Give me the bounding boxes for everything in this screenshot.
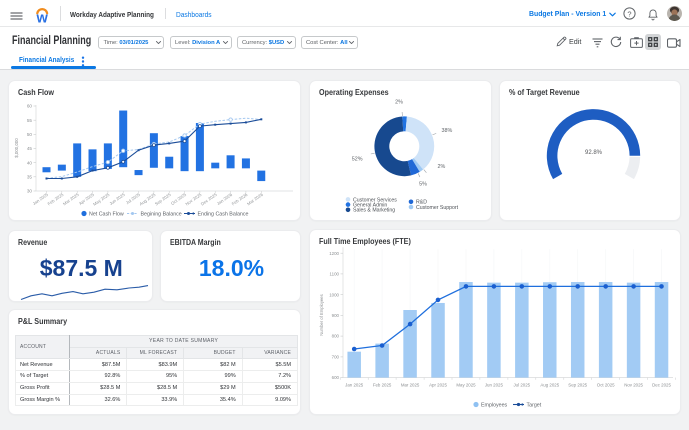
svg-text:Sep 2025: Sep 2025 (154, 192, 172, 207)
svg-text:Dec 2025: Dec 2025 (652, 383, 671, 388)
svg-text:Ending Cash Balance: Ending Cash Balance (198, 211, 249, 217)
svg-text:38%: 38% (442, 128, 453, 134)
svg-text:Feb 2025: Feb 2025 (373, 383, 392, 388)
svg-text:Jun 2025: Jun 2025 (485, 383, 504, 388)
svg-text:5%: 5% (419, 182, 427, 188)
svg-text:May 2025: May 2025 (456, 383, 476, 388)
svg-text:Customer Services: Customer Services (353, 197, 397, 203)
svg-text:?: ? (627, 9, 631, 18)
svg-text:Net Cash Flow: Net Cash Flow (89, 211, 124, 217)
svg-text:2%: 2% (395, 100, 403, 106)
svg-text:Mar 2026: Mar 2026 (246, 192, 264, 207)
svg-text:May 2025: May 2025 (92, 192, 111, 207)
svg-text:2%: 2% (438, 164, 446, 170)
svg-text:Mar 2025: Mar 2025 (401, 383, 420, 388)
svg-text:Feb 2025: Feb 2025 (47, 192, 65, 207)
svg-text:w: w (36, 11, 49, 25)
svg-text:Aug 2025: Aug 2025 (540, 383, 559, 388)
svg-text:1000: 1000 (329, 292, 339, 297)
svg-text:Target: Target (527, 403, 542, 409)
svg-text:General Admin: General Admin (353, 203, 387, 209)
svg-text:R&D: R&D (416, 200, 427, 206)
svg-text:Mar 2025: Mar 2025 (62, 192, 80, 207)
svg-text:600: 600 (332, 375, 340, 380)
svg-text:Sales & Marketing: Sales & Marketing (353, 208, 395, 214)
svg-text:Employees: Employees (481, 403, 508, 409)
svg-text:Oct 2025: Oct 2025 (597, 383, 615, 388)
svg-text:Jun 2025: Jun 2025 (108, 192, 126, 207)
svg-text:Jan 2025: Jan 2025 (345, 383, 364, 388)
svg-text:$,000,000: $,000,000 (14, 138, 19, 158)
svg-text:52%: 52% (352, 157, 363, 163)
svg-text:Customer Support: Customer Support (416, 205, 459, 211)
svg-text:35: 35 (27, 174, 33, 179)
svg-text:800: 800 (332, 334, 340, 339)
svg-text:Sep 2025: Sep 2025 (568, 383, 587, 388)
svg-text:Dec 2025: Dec 2025 (200, 192, 218, 207)
svg-text:Feb 2026: Feb 2026 (231, 192, 249, 207)
svg-text:1200: 1200 (329, 251, 339, 256)
svg-text:60: 60 (27, 104, 33, 109)
svg-text:55: 55 (27, 118, 33, 123)
svg-text:Apr 2025: Apr 2025 (429, 383, 447, 388)
svg-text:50: 50 (27, 132, 33, 137)
svg-text:Nov 2025: Nov 2025 (624, 383, 643, 388)
svg-text:700: 700 (332, 355, 340, 360)
svg-text:40: 40 (27, 160, 33, 165)
svg-text:Begining Balance: Begining Balance (141, 211, 182, 217)
svg-text:30: 30 (27, 189, 33, 194)
svg-text:45: 45 (27, 146, 33, 151)
svg-text:1100: 1100 (330, 272, 340, 277)
svg-text:Jul 2025: Jul 2025 (513, 383, 530, 388)
svg-text:Number of Employees: Number of Employees (319, 294, 324, 335)
svg-text:900: 900 (332, 313, 340, 318)
svg-text:92.8%: 92.8% (584, 150, 602, 156)
